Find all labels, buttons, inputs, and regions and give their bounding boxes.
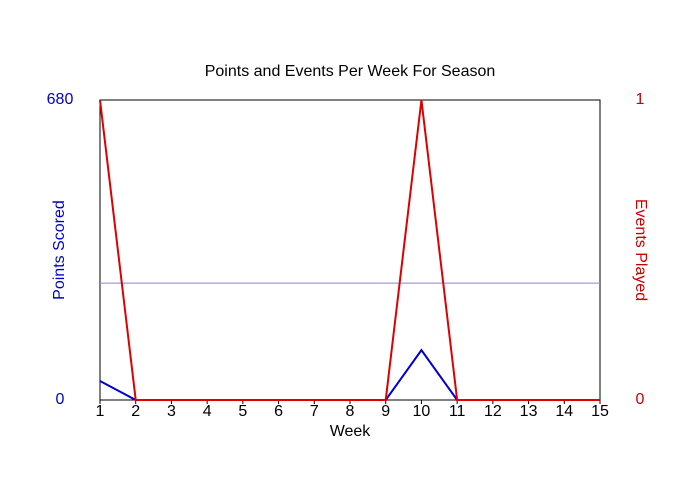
x-axis-label: Week (330, 423, 372, 440)
y2-tick-label: 1 (636, 91, 645, 108)
x-tick-label: 15 (591, 403, 609, 420)
y-axis-label: Points Scored (51, 200, 68, 300)
x-tick-label: 9 (381, 403, 390, 420)
series-line (99, 99, 600, 401)
y2-tick-label: 0 (636, 391, 645, 408)
x-tick-label: 10 (413, 403, 431, 420)
y2-axis-label: Events Played (632, 199, 649, 301)
chart-title: Points and Events Per Week For Season (205, 63, 496, 80)
x-tick-label: 8 (346, 403, 355, 420)
x-tick-label: 13 (520, 403, 538, 420)
x-tick-label: 14 (555, 403, 573, 420)
x-tick-label: 12 (484, 403, 502, 420)
x-tick-label: 4 (203, 403, 212, 420)
x-tick-label: 3 (167, 403, 176, 420)
y-tick-label: 680 (47, 91, 74, 108)
x-tick-label: 2 (131, 403, 140, 420)
x-tick-label: 5 (238, 403, 247, 420)
y-tick-label: 0 (56, 391, 65, 408)
x-tick-label: 1 (96, 403, 105, 420)
x-tick-label: 6 (274, 403, 283, 420)
x-tick-label: 11 (449, 403, 466, 420)
x-tick-label: 7 (310, 403, 319, 420)
